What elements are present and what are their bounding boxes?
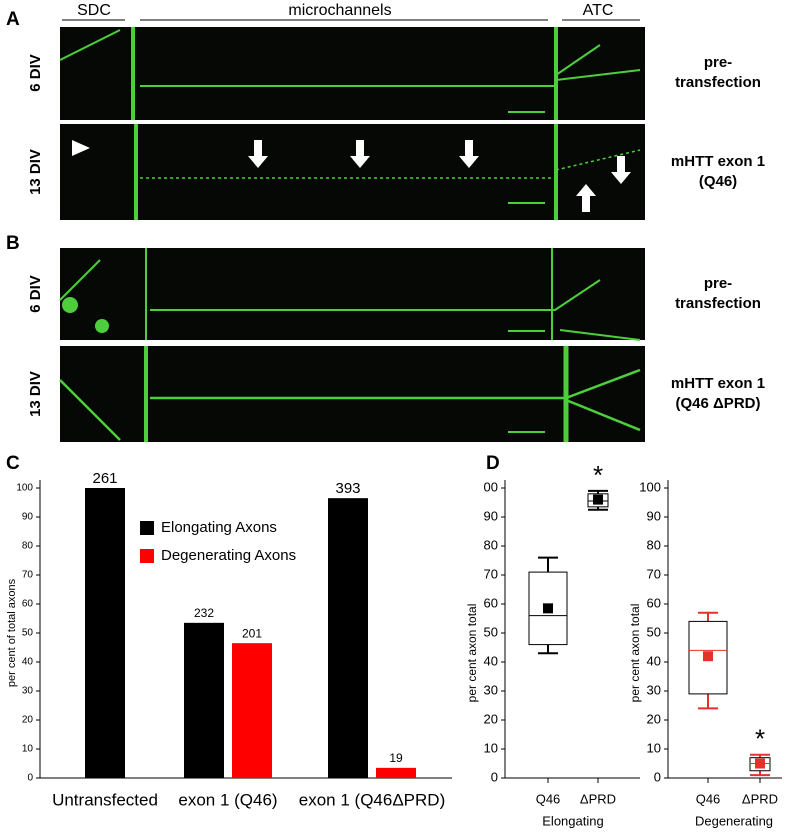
soma <box>95 319 109 333</box>
row-note: transfection <box>675 295 761 312</box>
row-note: (Q46) <box>699 173 737 190</box>
panel-label: A <box>6 9 20 30</box>
x-tick-label: exon 1 (Q46) <box>178 790 277 809</box>
y-tick-label: 20 <box>484 711 498 726</box>
bar <box>232 643 272 778</box>
y-axis-label: per cent of total axons <box>6 578 18 687</box>
y-tick-label: 0 <box>654 769 661 784</box>
y-tick-label: 80 <box>647 537 661 552</box>
annotation: * <box>755 724 765 754</box>
micrograph <box>60 124 645 220</box>
y-tick-label: 10 <box>647 740 661 755</box>
legend-swatch <box>140 521 154 535</box>
row-note: pre- <box>704 275 732 292</box>
y-tick-label: 40 <box>484 653 498 668</box>
region-label: SDC <box>77 2 111 19</box>
y-tick-label: 60 <box>22 599 34 610</box>
row-note: pre- <box>704 54 732 71</box>
micrographs <box>59 19 645 442</box>
count-label: 19 <box>389 751 403 765</box>
micrograph <box>60 27 645 120</box>
x-tick-label: Untransfected <box>52 790 158 809</box>
region-label: microchannels <box>288 2 391 19</box>
mean <box>755 758 765 769</box>
y-tick-label: 30 <box>484 682 498 697</box>
axon <box>140 149 641 179</box>
bar <box>85 488 125 778</box>
y-tick-label: 80 <box>22 541 34 552</box>
y-axis-label: per cent axon total <box>628 604 642 703</box>
soma <box>62 297 78 313</box>
y-tick-label: 90 <box>484 508 498 523</box>
count-label: 201 <box>242 626 262 640</box>
bar <box>328 498 368 778</box>
row-note: mHTT exon 1 <box>671 375 765 392</box>
count-label: 232 <box>194 606 214 620</box>
y-tick-label: 40 <box>647 653 661 668</box>
panel-label: D <box>486 453 500 474</box>
mean <box>593 494 603 505</box>
panel-label: B <box>6 233 20 254</box>
x-axis-label: Elongating <box>542 813 603 828</box>
y-tick-label: 0 <box>27 773 33 784</box>
mean <box>703 651 713 662</box>
count-label: 393 <box>335 480 360 497</box>
y-tick-label: 20 <box>647 711 661 726</box>
count-label: 261 <box>92 470 117 487</box>
y-tick-label: 30 <box>647 682 661 697</box>
x-tick-label: exon 1 (Q46ΔPRD) <box>299 790 445 809</box>
axon <box>59 29 641 87</box>
row-note: mHTT exon 1 <box>671 153 765 170</box>
micrograph <box>60 248 645 340</box>
scale-bars <box>508 111 545 433</box>
arrows <box>72 140 631 212</box>
y-tick-label: 90 <box>647 508 661 523</box>
y-tick-label: 50 <box>484 624 498 639</box>
y-axis-label: per cent axon total <box>465 604 479 703</box>
legend-label: Elongating Axons <box>161 519 277 536</box>
axon <box>59 368 641 441</box>
y-tick-label: 50 <box>22 628 34 639</box>
y-tick-label: 100 <box>639 479 661 494</box>
y-tick-label: 10 <box>484 740 498 755</box>
micrograph <box>60 346 645 442</box>
y-tick-label: 00 <box>484 479 498 494</box>
row-note: (Q46 ΔPRD) <box>676 395 761 412</box>
row-note: transfection <box>675 74 761 91</box>
y-tick-label: 80 <box>484 537 498 552</box>
y-tick-label: 30 <box>22 686 34 697</box>
panel-label: C <box>6 453 20 474</box>
row-label: 6 DIV <box>27 54 44 92</box>
y-tick-label: 60 <box>484 595 498 610</box>
y-tick-label: 20 <box>22 715 34 726</box>
x-tick-label: Q46 <box>536 791 561 806</box>
region-label: ATC <box>583 2 614 19</box>
bar <box>184 622 224 778</box>
y-tick-label: 70 <box>647 566 661 581</box>
y-tick-label: 70 <box>22 570 34 581</box>
y-tick-label: 100 <box>16 483 33 494</box>
y-tick-label: 60 <box>647 595 661 610</box>
legend-swatch <box>140 549 154 563</box>
y-tick-label: 40 <box>22 657 34 668</box>
x-tick-label: ΔPRD <box>580 791 616 806</box>
mean <box>543 603 553 614</box>
y-tick-label: 10 <box>22 744 34 755</box>
y-tick-label: 50 <box>647 624 661 639</box>
bar <box>376 767 416 778</box>
x-tick-label: Q46 <box>696 791 721 806</box>
y-tick-label: 70 <box>484 566 498 581</box>
x-axis-label: Degenerating <box>695 813 773 828</box>
row-label: 6 DIV <box>27 275 44 313</box>
row-label: 13 DIV <box>27 149 44 195</box>
annotation: * <box>593 460 603 490</box>
y-tick-label: 90 <box>22 512 34 523</box>
axon <box>59 259 641 341</box>
row-label: 13 DIV <box>27 371 44 417</box>
y-tick-label: 0 <box>491 769 498 784</box>
x-tick-label: ΔPRD <box>742 791 778 806</box>
legend-label: Degenerating Axons <box>161 547 296 564</box>
